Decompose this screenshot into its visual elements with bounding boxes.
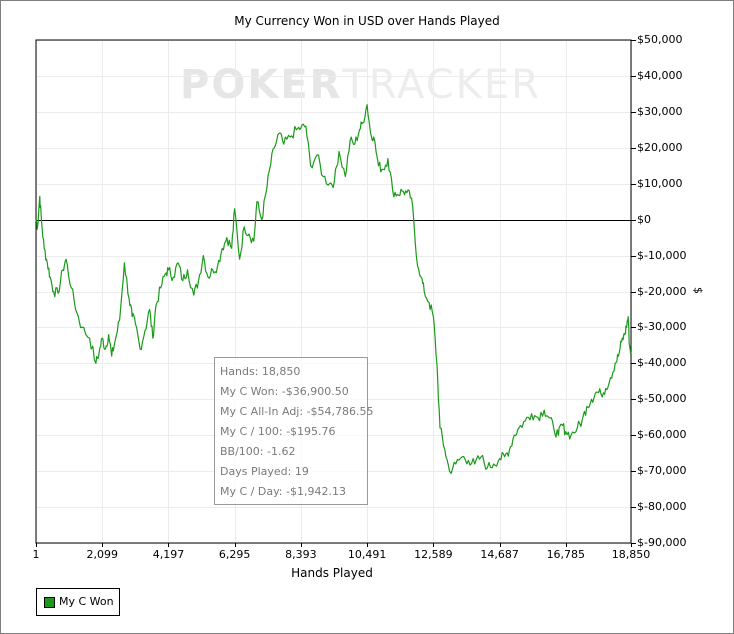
x-tick-label: 4,197 (152, 548, 185, 561)
x-tick-label: 12,589 (414, 548, 453, 561)
y-tick-label: $30,000 (637, 104, 683, 118)
x-tick-label: 2,099 (86, 548, 118, 561)
legend-swatch (44, 597, 55, 608)
stat-hands: Hands: 18,850 (220, 365, 301, 378)
x-tick-label: 1 (32, 548, 40, 561)
stat-won: My C Won: -$36,900.50 (220, 385, 349, 398)
y-tick-label: $-40,000 (637, 356, 687, 370)
stat-bb-100: BB/100: -1.62 (220, 445, 296, 458)
stat-per-day: My C / Day: -$1,942.13 (220, 485, 346, 498)
series-line-my-c-won (35, 104, 632, 474)
legend-label: My C Won (59, 595, 114, 608)
y-tick-label: $-30,000 (637, 320, 687, 334)
pokertracker-watermark-logo: POKERTRACKER (180, 62, 541, 108)
y-tick-label: $-60,000 (637, 428, 687, 442)
y-tick-label: $40,000 (637, 68, 683, 82)
y-tick-label: $-80,000 (637, 500, 687, 514)
x-tick-label: 6,295 (218, 548, 251, 561)
y-tick-label: $-10,000 (637, 248, 687, 262)
y-tick-label: $-50,000 (637, 392, 687, 406)
x-tick-label: 10,491 (347, 548, 387, 561)
y-tick-label: $20,000 (637, 140, 683, 154)
x-tick-label: 16,785 (546, 548, 586, 561)
x-axis-label: Hands Played (291, 566, 373, 580)
stats-tooltip-box: Hands: 18,850 My C Won: -$36,900.50 My C… (214, 357, 374, 505)
y-tick-label: $50,000 (637, 33, 683, 46)
y-tick-label: $-90,000 (637, 536, 687, 549)
chart-title: My Currency Won in USD over Hands Played (234, 14, 500, 28)
x-tick-label: 14,687 (480, 548, 519, 561)
y-tick-label: $-70,000 (637, 464, 687, 478)
stat-days-played: Days Played: 19 (220, 465, 309, 478)
stat-allin-adj: My C All-In Adj: -$54,786.55 (220, 405, 374, 418)
y-tick-label: $0 (637, 212, 651, 226)
chart-legend[interactable]: My C Won (36, 588, 120, 616)
plot-area-border (35, 39, 632, 544)
y-tick-label: $10,000 (637, 176, 683, 190)
y-tick-label: $-20,000 (637, 284, 687, 298)
x-tick-label: 8,393 (285, 548, 317, 561)
stat-per-100: My C / 100: -$195.76 (220, 425, 336, 438)
x-tick-label: 18,850 (611, 548, 651, 561)
